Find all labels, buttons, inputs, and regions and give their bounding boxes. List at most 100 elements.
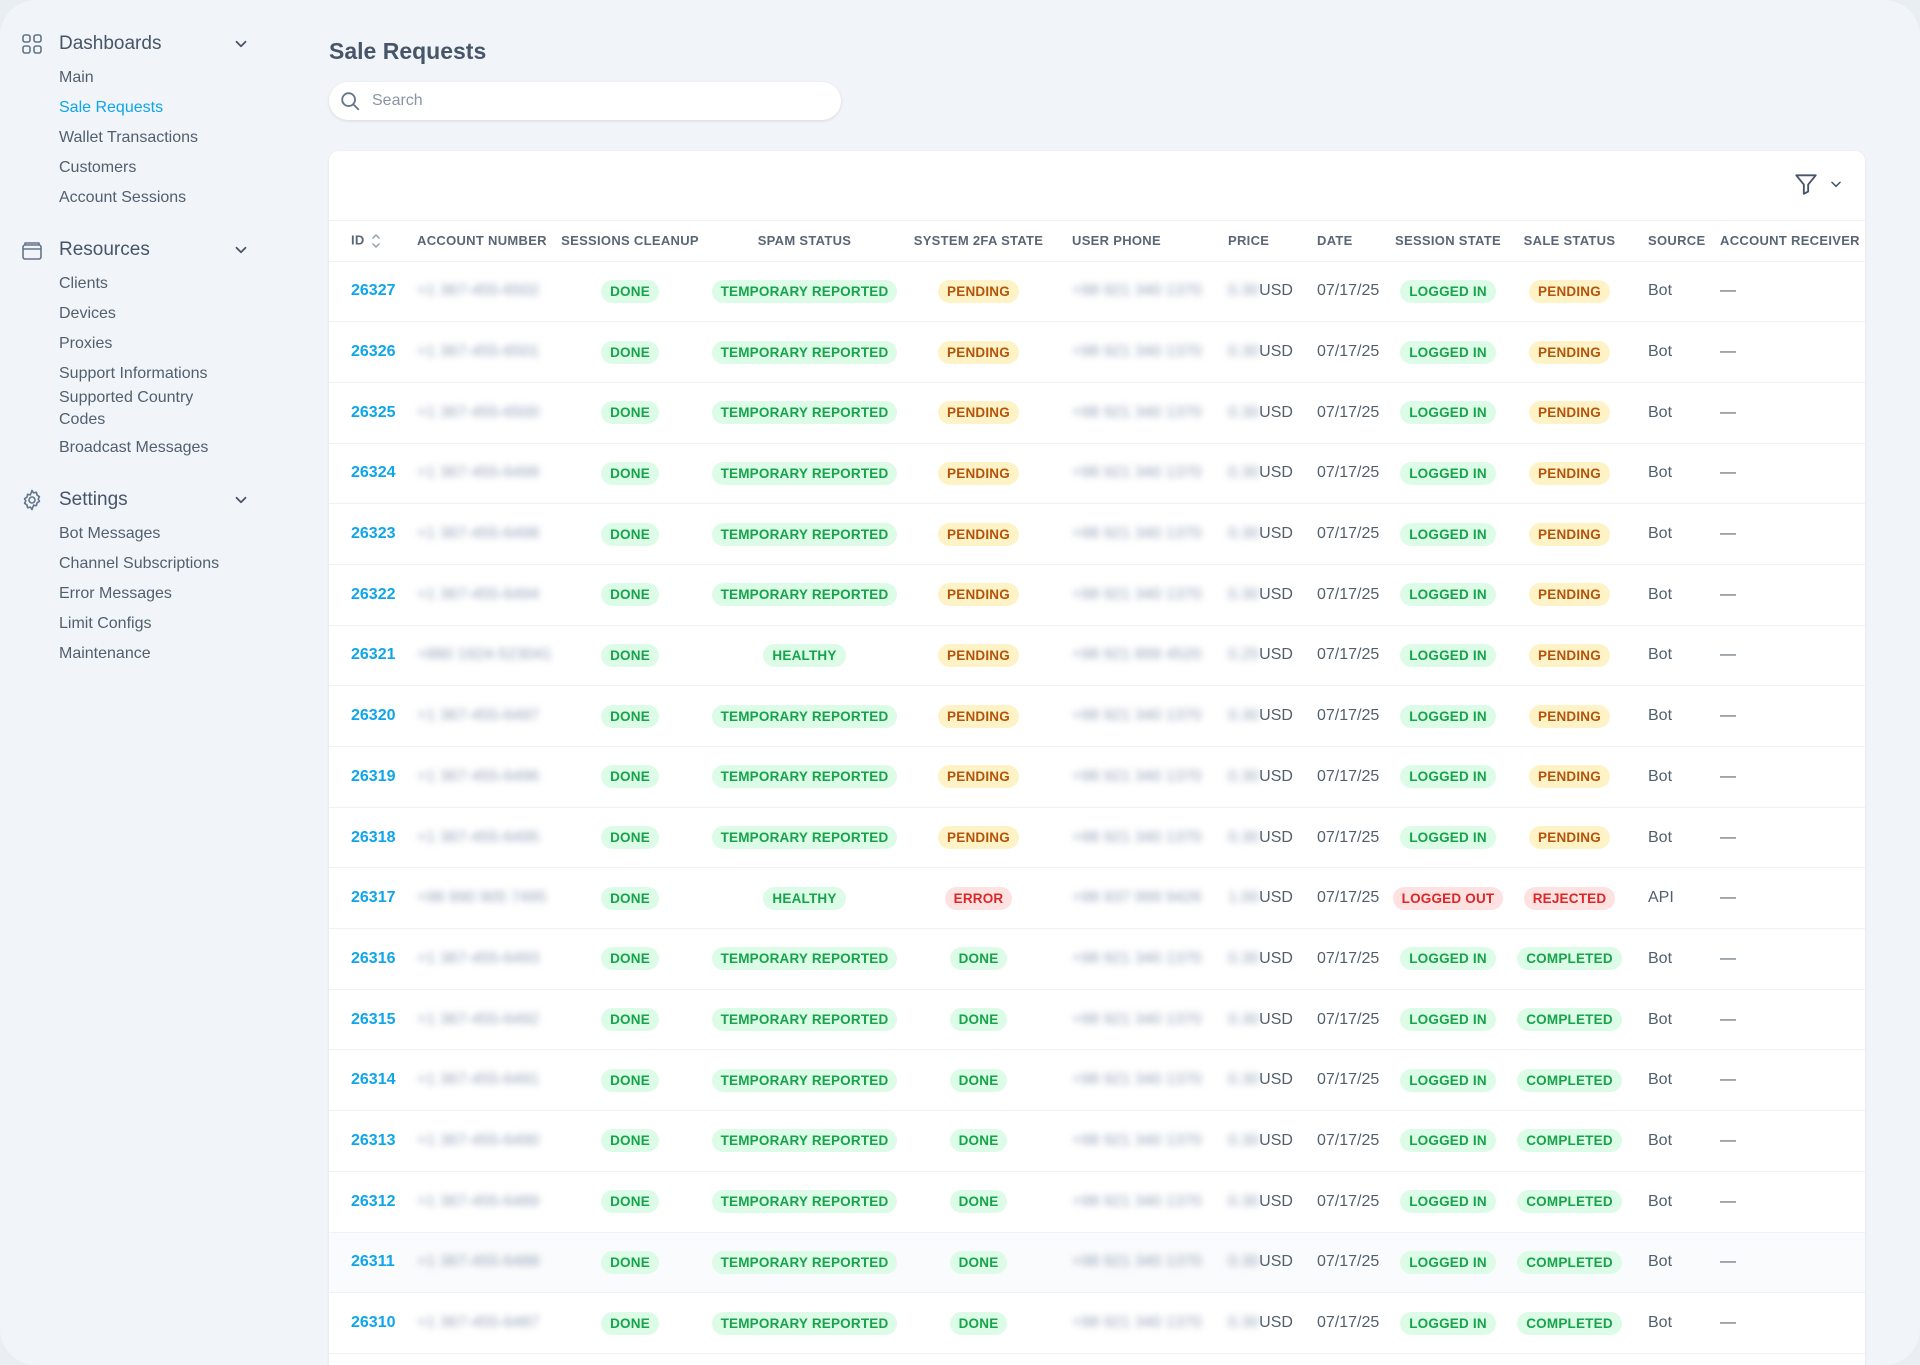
table-row[interactable]: 26312 +1 367-455-6489 DONE TEMPORARY REPORT… — [329, 1171, 1865, 1233]
status-badge: LOGGED IN — [1400, 522, 1496, 546]
status-badge: DONE — [601, 765, 659, 789]
table-row[interactable]: 26327 +1 367-455-6502 DONE TEMPORARY REPORT… — [329, 261, 1865, 323]
status-badge: PENDING — [1529, 826, 1610, 850]
sidebar-item-channel-subscriptions[interactable]: Channel Subscriptions — [59, 555, 220, 572]
cell-session-state: LOGGED IN — [1383, 807, 1513, 869]
request-id-link[interactable]: 26324 — [351, 464, 396, 482]
sidebar-item-devices[interactable]: Devices — [59, 305, 116, 322]
sidebar-item-account-sessions[interactable]: Account Sessions — [59, 189, 187, 206]
user-phone: +98 921 340 1370 — [1072, 767, 1202, 785]
search-input[interactable] — [372, 92, 792, 110]
table-row[interactable]: 26313 +1 367-455-6490 DONE TEMPORARY REPORT… — [329, 1110, 1865, 1172]
sidebar-item-wallet-transactions[interactable]: Wallet Transactions — [59, 129, 199, 146]
table-row[interactable]: 26320 +1 367-455-6497 DONE TEMPORARY REPORT… — [329, 685, 1865, 747]
sidebar-item-supported-country-codes[interactable]: Supported Country Codes — [59, 389, 194, 428]
table-row[interactable]: 26315 +1 367-455-6492 DONE TEMPORARY REPORT… — [329, 989, 1865, 1051]
request-id-link[interactable]: 26327 — [351, 282, 396, 300]
sidebar-item-main[interactable]: Main — [59, 69, 94, 86]
search-box[interactable] — [329, 82, 841, 120]
cell-account-number: +1 367-455-6495 — [395, 807, 558, 869]
column-header-spam-status[interactable]: SPAM STATUS — [702, 221, 907, 262]
price-amount: 0.30 — [1228, 343, 1260, 361]
column-header-id[interactable]: ID — [329, 221, 395, 262]
table-row[interactable]: 26323 +1 367-455-6498 DONE TEMPORARY REPORT… — [329, 503, 1865, 565]
table-row[interactable]: 26326 +1 367-455-6501 DONE TEMPORARY REPORT… — [329, 321, 1865, 383]
cell-sessions-cleanup: DONE — [558, 807, 702, 869]
request-id-link[interactable]: 26325 — [351, 403, 396, 421]
request-id-link[interactable]: 26316 — [351, 949, 396, 967]
column-header-session-state[interactable]: SESSION STATE — [1383, 221, 1513, 262]
sort-icon[interactable] — [371, 232, 381, 250]
sidebar-item-sale-requests[interactable]: Sale Requests — [59, 99, 164, 116]
table-row[interactable]: 26311 +1 367-455-6488 DONE TEMPORARY REPORT… — [329, 1232, 1865, 1294]
table-row[interactable]: 26321 +880 1924-523041 DONE HEALTHY PENDING +… — [329, 625, 1865, 687]
request-id-link[interactable]: 26311 — [351, 1253, 395, 1271]
sidebar-item-bot-messages[interactable]: Bot Messages — [59, 525, 161, 542]
cell-date: 07/17/25 — [1295, 928, 1383, 990]
column-header-sale-status[interactable]: SALE STATUS — [1513, 221, 1626, 262]
request-id-link[interactable]: 26317 — [351, 889, 396, 907]
table-row[interactable]: 26318 +1 367-455-6495 DONE TEMPORARY REPORT… — [329, 807, 1865, 869]
request-id-link[interactable]: 26313 — [351, 1131, 396, 1149]
cell-date: 07/17/25 — [1295, 1049, 1383, 1112]
column-header-user-phone[interactable]: USER PHONE — [1050, 221, 1206, 262]
sidebar-item-customers[interactable]: Customers — [59, 159, 137, 176]
request-id-link[interactable]: 26318 — [351, 828, 396, 846]
price-currency: USD — [1259, 1131, 1293, 1149]
sidebar-item-clients[interactable]: Clients — [59, 275, 108, 292]
cell-source: Bot — [1626, 989, 1698, 1051]
column-header-date[interactable]: DATE — [1295, 221, 1383, 262]
sidebar-item-limit-configs[interactable]: Limit Configs — [59, 615, 152, 632]
chevron-down-icon[interactable] — [232, 491, 250, 509]
request-id-link[interactable]: 26320 — [351, 707, 396, 725]
request-id-link[interactable]: 26323 — [351, 525, 396, 543]
request-id-link[interactable]: 26326 — [351, 343, 396, 361]
sidebar-item-support-informations[interactable]: Support Informations — [59, 365, 208, 382]
sidebar-item-maintenance[interactable]: Maintenance — [59, 645, 151, 662]
request-id-link[interactable]: 26312 — [351, 1192, 396, 1210]
request-id-link[interactable]: 26321 — [351, 646, 396, 664]
request-id-link[interactable]: 26319 — [351, 767, 396, 785]
cell-2fa-state: DONE — [907, 928, 1050, 990]
table-row[interactable]: 26310 +1 367-455-6487 DONE TEMPORARY REPORT… — [329, 1292, 1865, 1354]
status-badge: DONE — [601, 947, 659, 971]
table-row[interactable]: 26322 +1 367-455-6494 DONE TEMPORARY REPORT… — [329, 564, 1865, 626]
nav-group-header-resources[interactable]: Resources — [0, 232, 280, 268]
chevron-down-icon[interactable] — [232, 35, 250, 53]
cell-id: 26316 — [329, 928, 396, 990]
cell-user-phone: +98 921 340 1370 — [1050, 1171, 1206, 1233]
request-id-link[interactable]: 26310 — [351, 1314, 396, 1332]
column-header-source[interactable]: SOURCE — [1626, 221, 1705, 262]
sidebar-item-proxies[interactable]: Proxies — [59, 335, 113, 352]
cell-date: 07/17/25 — [1295, 321, 1383, 383]
status-badge: TEMPORARY REPORTED — [711, 765, 898, 789]
cell-id: 26315 — [329, 989, 396, 1051]
nav-group-header-settings[interactable]: Settings — [0, 482, 280, 518]
request-id-link[interactable]: 26315 — [351, 1010, 396, 1028]
table-row[interactable]: 26324 +1 367-455-6499 DONE TEMPORARY REPORT… — [329, 443, 1865, 505]
sidebar-item-broadcast-messages[interactable]: Broadcast Messages — [59, 439, 209, 456]
account-number: +1 367-455-6497 — [417, 707, 540, 725]
table-row[interactable]: 26316 +1 367-455-6493 DONE TEMPORARY REPORT… — [329, 928, 1865, 990]
request-id-link[interactable]: 26322 — [351, 585, 396, 603]
nav-group-header-dashboards[interactable]: Dashboards — [0, 26, 280, 62]
cell-account-receiver: — — [1698, 625, 1865, 687]
cell-user-phone: +98 921 340 1370 — [1050, 1232, 1206, 1294]
sidebar-item-error-messages[interactable]: Error Messages — [59, 585, 172, 602]
chevron-down-icon[interactable] — [232, 241, 250, 259]
table-row[interactable]: 26325 +1 367-455-6500 DONE TEMPORARY REPORT… — [329, 382, 1865, 444]
column-header-account-receiver[interactable]: ACCOUNT RECEIVER — [1698, 221, 1865, 262]
table-row[interactable]: 26314 +1 367-455-6491 DONE TEMPORARY REPORT… — [329, 1049, 1865, 1112]
column-header-sessions-cleanup[interactable]: SESSIONS CLEANUP — [558, 221, 702, 262]
table-row[interactable]: 26317 +98 990 905 7495 DONE HEALTHY ERROR +98… — [329, 867, 1865, 930]
status-badge: DONE — [601, 401, 659, 425]
nav-group-label: Dashboards — [59, 33, 162, 54]
status-badge: LOGGED IN — [1400, 279, 1496, 303]
filter-button[interactable] — [1793, 171, 1843, 197]
status-badge: LOGGED IN — [1400, 1129, 1496, 1153]
column-header-system-2fa-state[interactable]: SYSTEM 2FA STATE — [907, 221, 1050, 262]
column-header-account-number[interactable]: ACCOUNT NUMBER — [395, 221, 558, 262]
request-id-link[interactable]: 26314 — [351, 1071, 396, 1089]
column-header-price[interactable]: PRICE — [1206, 221, 1295, 262]
table-row[interactable]: 26319 +1 367-455-6496 DONE TEMPORARY REPORT… — [329, 746, 1865, 808]
